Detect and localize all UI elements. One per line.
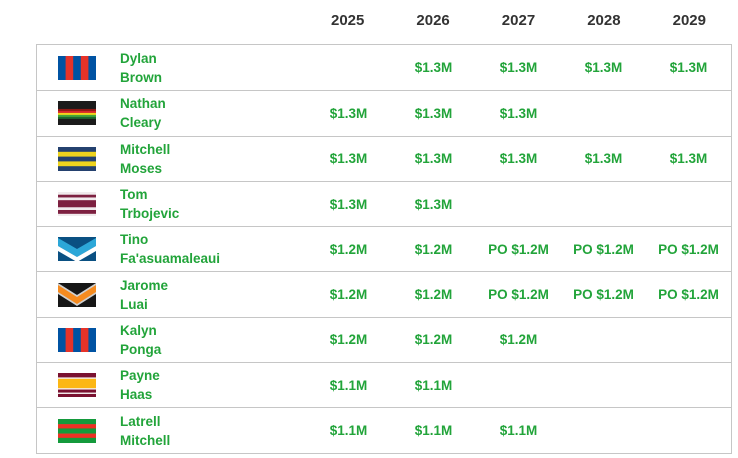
- player-row: Jarome Luai $1.2M $1.2M PO $1.2M PO $1.2…: [37, 271, 731, 316]
- salary-cell-2026: $1.3M: [414, 196, 453, 212]
- player-first-name: Latrell: [120, 413, 161, 429]
- player-last-name: Moses: [120, 160, 163, 176]
- year-header-2027: 2027: [501, 11, 536, 29]
- gold-coast-titans-flag-icon: [58, 237, 96, 262]
- salary-cell-2025: $1.3M: [329, 105, 368, 121]
- salary-cell-2025: $1.1M: [329, 377, 368, 393]
- salary-cell-2027: PO $1.2M: [488, 241, 549, 257]
- player-row: Nathan Cleary $1.3M $1.3M $1.3M: [37, 90, 731, 135]
- player-salary-table: 2025 2026 2027 2028 2029 Dylan Brown $1.…: [36, 0, 732, 454]
- parramatta-eels-flag-icon: [58, 146, 96, 171]
- year-header-2029: 2029: [672, 11, 706, 29]
- newcastle-knights-flag-icon: [58, 55, 96, 80]
- player-last-name: Haas: [120, 387, 153, 403]
- player-name-link[interactable]: Nathan Cleary: [120, 94, 166, 132]
- penrith-panthers-flag-icon: [58, 101, 96, 126]
- player-first-name: Payne: [120, 368, 160, 384]
- player-last-name: Trbojevic: [120, 206, 180, 222]
- player-row: Latrell Mitchell $1.1M $1.1M $1.1M: [37, 407, 731, 452]
- salary-cell-2026: $1.2M: [414, 241, 453, 257]
- player-last-name: Mitchell: [120, 432, 171, 448]
- salary-cell-2027: $1.3M: [499, 151, 538, 167]
- player-row: Kalyn Ponga $1.2M $1.2M $1.2M: [37, 316, 731, 362]
- player-row: Mitchell Moses $1.3M $1.3M $1.3M $1.3M $…: [37, 135, 731, 181]
- salary-cell-2027: PO $1.2M: [488, 287, 549, 303]
- salary-cell-2025: $1.2M: [329, 287, 368, 303]
- player-cell: Tom Trbojevic: [37, 185, 306, 223]
- player-first-name: Nathan: [120, 96, 166, 112]
- player-cell: Payne Haas: [37, 366, 306, 404]
- salary-cell-2029: $1.3M: [669, 60, 708, 76]
- player-last-name: Cleary: [120, 115, 162, 131]
- newcastle-knights-flag-icon: [58, 327, 96, 352]
- salary-cell-2029: PO $1.2M: [658, 241, 719, 257]
- player-last-name: Fa'asuamaleaui: [120, 251, 221, 267]
- salary-cell-2026: $1.1M: [414, 423, 453, 439]
- salary-cell-2028: PO $1.2M: [573, 241, 634, 257]
- player-cell: Dylan Brown: [37, 49, 306, 87]
- salary-cell-2027: $1.3M: [499, 60, 538, 76]
- year-header-2026: 2026: [416, 11, 450, 29]
- year-header-row: 2025 2026 2027 2028 2029: [36, 0, 732, 44]
- player-cell: Kalyn Ponga: [37, 321, 306, 359]
- player-cell: Tino Fa'asuamaleaui: [37, 230, 306, 268]
- salary-cell-2027: $1.3M: [499, 105, 538, 121]
- player-name-link[interactable]: Tom Trbojevic: [120, 185, 179, 223]
- manly-sea-eagles-flag-icon: [58, 192, 96, 217]
- salary-table-body: Dylan Brown $1.3M $1.3M $1.3M $1.3M Nath…: [36, 44, 732, 454]
- salary-cell-2027: $1.1M: [499, 423, 538, 439]
- player-first-name: Tom: [120, 187, 148, 203]
- player-last-name: Brown: [120, 69, 162, 85]
- player-cell: Nathan Cleary: [37, 94, 306, 132]
- player-first-name: Kalyn: [120, 322, 157, 338]
- salary-cell-2025: $1.1M: [329, 423, 368, 439]
- salary-cell-2026: $1.2M: [414, 287, 453, 303]
- player-cell: Mitchell Moses: [37, 140, 306, 178]
- player-cell: Latrell Mitchell: [37, 412, 306, 450]
- salary-cell-2026: $1.3M: [414, 151, 453, 167]
- year-header-2025: 2025: [331, 11, 365, 29]
- wests-tigers-flag-icon: [58, 282, 96, 307]
- salary-cell-2025: $1.2M: [329, 332, 368, 348]
- player-last-name: Ponga: [120, 341, 162, 357]
- player-cell: Jarome Luai: [37, 276, 306, 314]
- player-name-link[interactable]: Jarome Luai: [120, 276, 168, 314]
- player-name-link[interactable]: Tino Fa'asuamaleaui: [120, 230, 220, 268]
- salary-cell-2027: $1.2M: [499, 332, 538, 348]
- player-name-link[interactable]: Latrell Mitchell: [120, 412, 170, 450]
- player-name-link[interactable]: Payne Haas: [120, 366, 160, 404]
- player-name-link[interactable]: Kalyn Ponga: [120, 321, 161, 359]
- player-last-name: Luai: [120, 296, 148, 312]
- salary-cell-2029: $1.3M: [669, 151, 708, 167]
- south-sydney-rabbitohs-flag-icon: [58, 418, 96, 443]
- year-header-2028: 2028: [587, 11, 621, 29]
- salary-cell-2025: $1.3M: [329, 196, 368, 212]
- salary-cell-2029: PO $1.2M: [658, 287, 719, 303]
- salary-cell-2026: $1.1M: [414, 377, 453, 393]
- salary-cell-2028: $1.3M: [584, 151, 623, 167]
- salary-cell-2025: $1.3M: [329, 151, 368, 167]
- salary-cell-2028: PO $1.2M: [573, 287, 634, 303]
- brisbane-broncos-flag-icon: [58, 373, 96, 398]
- player-name-link[interactable]: Mitchell Moses: [120, 140, 170, 178]
- player-row: Payne Haas $1.1M $1.1M: [37, 362, 731, 407]
- salary-cell-2026: $1.3M: [414, 60, 453, 76]
- player-row: Tino Fa'asuamaleaui $1.2M $1.2M PO $1.2M…: [37, 226, 731, 271]
- salary-cell-2028: $1.3M: [584, 60, 623, 76]
- player-first-name: Jarome: [120, 277, 169, 293]
- player-column-header: [36, 20, 305, 24]
- salary-cell-2026: $1.2M: [414, 332, 453, 348]
- player-row: Tom Trbojevic $1.3M $1.3M: [37, 180, 731, 226]
- player-first-name: Tino: [120, 232, 149, 248]
- player-row: Dylan Brown $1.3M $1.3M $1.3M $1.3M: [37, 45, 731, 90]
- salary-cell-2025: $1.2M: [329, 241, 368, 257]
- player-first-name: Mitchell: [120, 141, 171, 157]
- player-name-link[interactable]: Dylan Brown: [120, 49, 162, 87]
- salary-cell-2026: $1.3M: [414, 105, 453, 121]
- player-first-name: Dylan: [120, 50, 157, 66]
